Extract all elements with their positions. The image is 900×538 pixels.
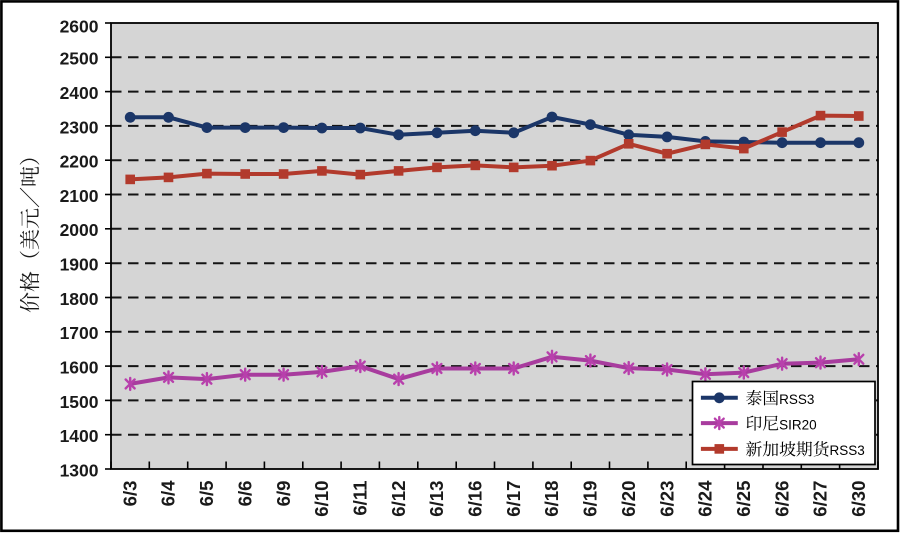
svg-text:RSS3: RSS3 <box>779 392 814 407</box>
svg-text:RSS3: RSS3 <box>830 443 865 458</box>
svg-text:2100: 2100 <box>60 186 99 206</box>
svg-text:1300: 1300 <box>60 460 99 480</box>
svg-text:2600: 2600 <box>60 16 99 36</box>
svg-text:6/20: 6/20 <box>618 481 639 517</box>
svg-text:6/9: 6/9 <box>273 481 294 507</box>
svg-text:6/25: 6/25 <box>733 481 754 517</box>
svg-text:6/27: 6/27 <box>810 481 831 517</box>
svg-text:6/18: 6/18 <box>541 481 562 517</box>
svg-text:2200: 2200 <box>60 152 99 172</box>
svg-text:6/17: 6/17 <box>503 481 524 517</box>
svg-text:6/4: 6/4 <box>158 480 179 507</box>
svg-text:6/11: 6/11 <box>350 481 371 516</box>
svg-text:6/3: 6/3 <box>119 481 140 507</box>
svg-text:2000: 2000 <box>60 220 99 240</box>
svg-text:6/12: 6/12 <box>388 481 409 517</box>
svg-text:6/13: 6/13 <box>426 481 447 517</box>
svg-text:1600: 1600 <box>60 358 99 378</box>
svg-text:6/24: 6/24 <box>695 480 716 517</box>
svg-text:6/5: 6/5 <box>196 481 217 507</box>
svg-text:6/16: 6/16 <box>465 481 486 517</box>
svg-text:6/23: 6/23 <box>656 481 677 517</box>
svg-text:1900: 1900 <box>60 255 99 275</box>
svg-text:6/30: 6/30 <box>848 481 869 517</box>
svg-text:1500: 1500 <box>60 392 99 412</box>
svg-text:1800: 1800 <box>60 289 99 309</box>
svg-text:6/26: 6/26 <box>771 481 792 517</box>
svg-text:6/10: 6/10 <box>311 481 332 517</box>
svg-text:SIR20: SIR20 <box>779 417 817 432</box>
svg-text:6/6: 6/6 <box>234 481 255 507</box>
svg-text:2300: 2300 <box>60 117 99 137</box>
svg-text:2500: 2500 <box>60 49 99 69</box>
svg-text:6/19: 6/19 <box>580 481 601 517</box>
svg-text:2400: 2400 <box>60 83 99 103</box>
svg-text:1700: 1700 <box>60 323 99 343</box>
svg-text:1400: 1400 <box>60 426 99 446</box>
